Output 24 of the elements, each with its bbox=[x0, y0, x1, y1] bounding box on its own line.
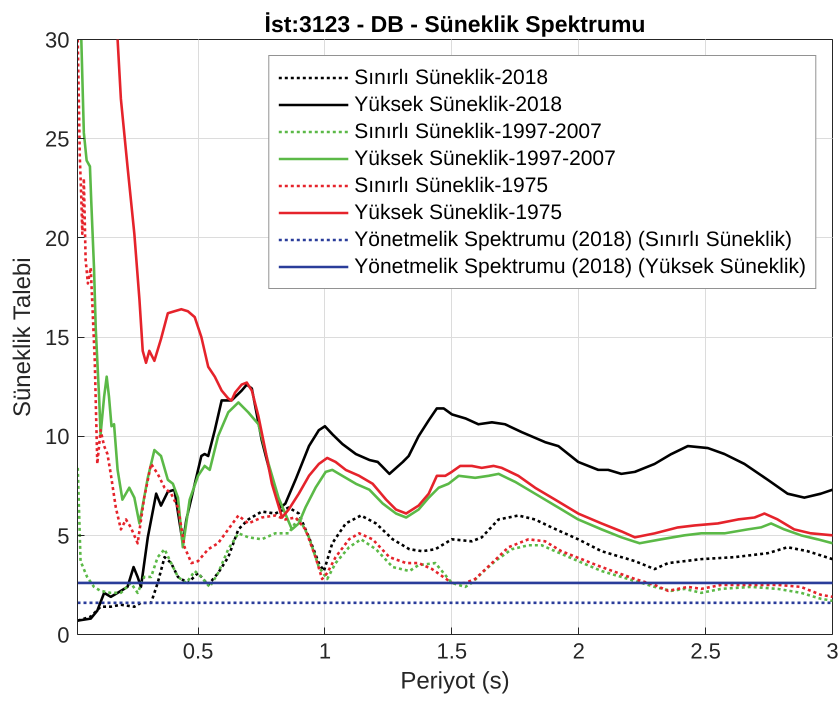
x-axis-title: Periyot (s) bbox=[400, 668, 510, 694]
y-tick-label: 25 bbox=[45, 126, 70, 152]
legend-label: Sınırlı Süneklik-1975 bbox=[354, 173, 548, 198]
y-tick-label: 15 bbox=[45, 325, 70, 350]
x-tick-label: 1 bbox=[318, 638, 332, 664]
y-axis-title: Süneklik Talebi bbox=[9, 257, 36, 418]
x-tick-label: 3 bbox=[826, 638, 839, 664]
y-tick-label: 5 bbox=[57, 523, 70, 548]
x-tick-label: 0.5 bbox=[182, 638, 214, 664]
y-tick-label: 10 bbox=[45, 424, 70, 450]
x-tick-label: 2.5 bbox=[690, 638, 721, 664]
x-tick-label: 2 bbox=[572, 638, 585, 664]
legend-label: Yönetmelik Spektrumu (2018) (Yüksek Süneklik) bbox=[354, 254, 806, 279]
y-tick-label: 20 bbox=[45, 226, 70, 251]
legend-label: Yüksek Süneklik-1975 bbox=[354, 200, 562, 225]
y-tick-label: 0 bbox=[57, 622, 70, 648]
legend-label: Yönetmelik Spektrumu (2018) (Sınırlı Süneklik) bbox=[354, 227, 792, 252]
x-tick-label: 1.5 bbox=[436, 638, 468, 664]
legend-label: Yüksek Süneklik-1997-2007 bbox=[354, 146, 616, 171]
legend-label: Sınırlı Süneklik-2018 bbox=[354, 65, 548, 90]
legend-label: Yüksek Süneklik-2018 bbox=[354, 92, 562, 117]
chart-title: İst:3123 - DB - Süneklik Spektrumu bbox=[264, 11, 646, 37]
y-tick-label: 30 bbox=[45, 28, 70, 52]
legend-label: Sınırlı Süneklik-1997-2007 bbox=[354, 119, 602, 144]
